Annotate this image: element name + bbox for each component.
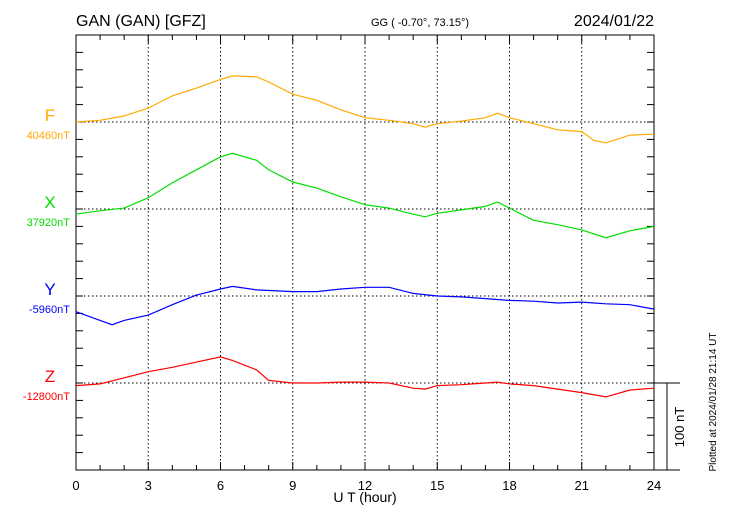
x-tick-label: 6 [217,478,224,493]
baseline-label-f: 40460nT [27,130,71,142]
x-tick-label: 0 [72,478,79,493]
x-tick-label: 12 [358,478,372,493]
series-name-f: F [45,106,55,125]
series-line-y [75,285,655,326]
x-tick-label: 21 [575,478,589,493]
x-tick-label: 15 [430,478,444,493]
series-line-x [75,152,655,239]
x-tick-label: 24 [647,478,661,493]
date-label: 2024/01/22 [574,13,654,30]
x-axis-label: U T (hour) [333,489,396,505]
scale-label: 100 nT [672,407,687,448]
baseline-label-z: -12800nT [23,391,70,403]
x-tick-label: 18 [502,478,516,493]
series-line-f [75,75,655,144]
station-title: GAN (GAN) [GFZ] [76,13,206,30]
baseline-label-x: 37920nT [27,217,71,229]
x-tick-label: 9 [289,478,296,493]
coords-label: GG ( -0.70°, 73.15°) [371,17,469,29]
x-tick-label: 3 [145,478,152,493]
scale-bar [654,382,680,471]
series-line-z [75,356,655,398]
series-name-z: Z [45,367,55,386]
series-name-y: Y [44,280,55,299]
baseline-label-y: -5960nT [29,304,70,316]
series-name-x: X [44,193,55,212]
plotted-timestamp: Plotted at 2024/01/28 21:14 UT [708,333,719,472]
